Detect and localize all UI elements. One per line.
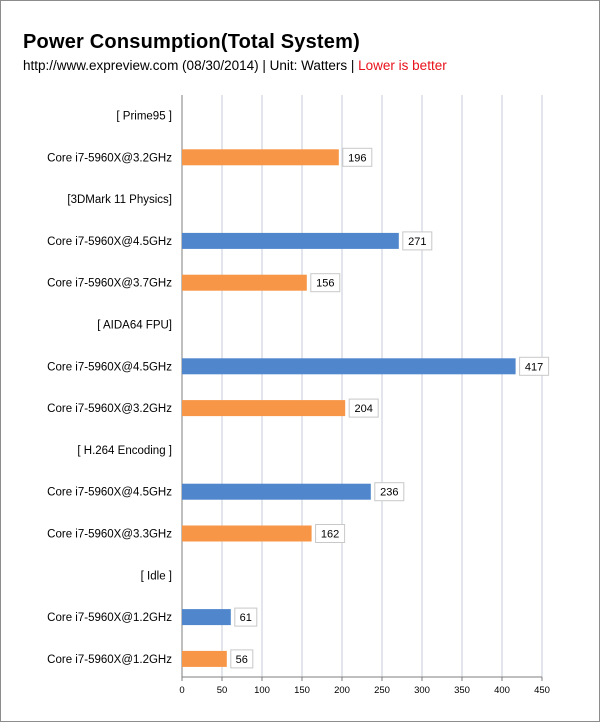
data-label: 271 <box>408 236 426 248</box>
category-label: Core i7-5960X@1.2GHz <box>47 612 172 624</box>
data-label: 61 <box>240 612 252 624</box>
bar <box>182 400 346 417</box>
data-label-box <box>402 231 433 251</box>
bar <box>182 525 312 542</box>
data-label-box <box>374 482 405 502</box>
data-label-box <box>230 649 254 669</box>
bar <box>182 232 399 249</box>
category-label: Core i7-5960X@4.5GHz <box>47 361 172 373</box>
x-tick-label: 250 <box>374 685 390 696</box>
category-label: Core i7-5960X@3.7GHz <box>47 278 172 290</box>
bar <box>182 650 227 667</box>
data-label: 196 <box>348 152 366 164</box>
category-group-label: [ Prime95 ] <box>116 111 172 123</box>
data-label-box <box>348 398 379 418</box>
x-tick-label: 350 <box>454 685 470 696</box>
data-label: 417 <box>525 361 543 373</box>
chart-subtitle: http://www.expreview.com (08/30/2014) | … <box>23 58 447 73</box>
chart-title: Power Consumption(Total System) <box>23 31 360 53</box>
category-label: Core i7-5960X@1.2GHz <box>47 654 172 666</box>
x-tick-label: 200 <box>334 685 350 696</box>
data-label: 56 <box>236 654 248 666</box>
category-label: Core i7-5960X@4.5GHz <box>47 487 172 499</box>
x-tick-label: 0 <box>179 685 184 696</box>
bar <box>182 609 231 626</box>
category-group-label: [ AIDA64 FPU] <box>97 320 172 332</box>
data-label-box <box>519 356 550 376</box>
data-label-box <box>234 607 258 627</box>
category-label: Core i7-5960X@4.5GHz <box>47 236 172 248</box>
x-tick-label: 400 <box>494 685 510 696</box>
x-tick-label: 100 <box>254 685 270 696</box>
category-group-label: [ H.264 Encoding ] <box>77 445 172 457</box>
data-label: 156 <box>316 278 334 290</box>
category-group-label: [3DMark 11 Physics] <box>67 194 172 206</box>
data-label-box <box>342 147 373 167</box>
bar <box>182 483 371 500</box>
data-label: 204 <box>355 403 373 415</box>
category-label: Core i7-5960X@3.3GHz <box>47 529 172 541</box>
data-label: 236 <box>380 487 398 499</box>
x-tick-label: 300 <box>414 685 430 696</box>
category-group-label: [ Idle ] <box>141 570 172 582</box>
data-label: 162 <box>321 529 339 541</box>
x-tick-label: 450 <box>534 685 550 696</box>
bar <box>182 274 307 291</box>
data-label-box <box>315 524 346 543</box>
source-text: http://www.expreview.com (08/30/2014) | … <box>23 58 359 73</box>
category-label: Core i7-5960X@3.2GHz <box>47 403 172 415</box>
x-tick-label: 150 <box>294 685 310 696</box>
lower-is-better-note: Lower is better <box>358 58 447 73</box>
category-label: Core i7-5960X@3.2GHz <box>47 152 172 164</box>
x-tick-label: 50 <box>217 685 228 696</box>
bar <box>182 149 339 166</box>
data-label-box <box>310 273 341 293</box>
bar <box>182 358 516 375</box>
